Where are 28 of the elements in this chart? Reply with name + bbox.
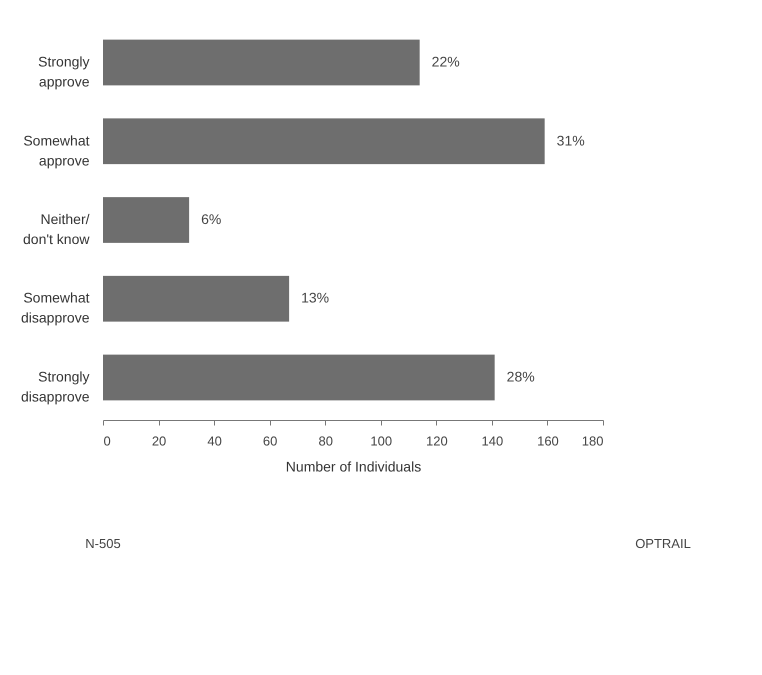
text: OPTRAIL bbox=[635, 536, 691, 551]
y-tick-label: Strongly disapprove bbox=[21, 368, 90, 404]
bar bbox=[103, 118, 545, 164]
x-tick-label: 40 bbox=[207, 434, 222, 448]
annotation: 13% bbox=[301, 290, 330, 306]
text: N-505 bbox=[85, 536, 121, 551]
x-tick-label: 20 bbox=[152, 434, 166, 448]
bar bbox=[103, 354, 495, 400]
annotation: 31% bbox=[556, 132, 585, 148]
x-tick-label: 60 bbox=[262, 434, 278, 448]
y-tick-label: Strongly approve bbox=[38, 54, 90, 90]
x-tick-label: 80 bbox=[318, 434, 333, 448]
bar bbox=[103, 276, 290, 322]
x-tick-label: 0 bbox=[104, 434, 111, 448]
bar bbox=[103, 197, 190, 243]
bar bbox=[103, 40, 420, 86]
annotation: 6% bbox=[201, 211, 222, 227]
annotation: 28% bbox=[506, 368, 535, 384]
x-axis-title: Number of Individuals bbox=[286, 458, 422, 474]
y-tick-label: Neither/ don't know bbox=[23, 211, 90, 247]
x-tick-label: 120 bbox=[426, 434, 448, 448]
x-tick-label: 160 bbox=[537, 434, 559, 448]
x-tick-label: 100 bbox=[370, 434, 392, 448]
x-tick-label: 180 bbox=[582, 434, 604, 448]
y-tick-label: Somewhat approve bbox=[23, 132, 90, 168]
annotation: 22% bbox=[432, 54, 460, 70]
y-tick-label: Somewhat disapprove bbox=[21, 290, 90, 326]
x-tick-label: 140 bbox=[482, 434, 504, 448]
